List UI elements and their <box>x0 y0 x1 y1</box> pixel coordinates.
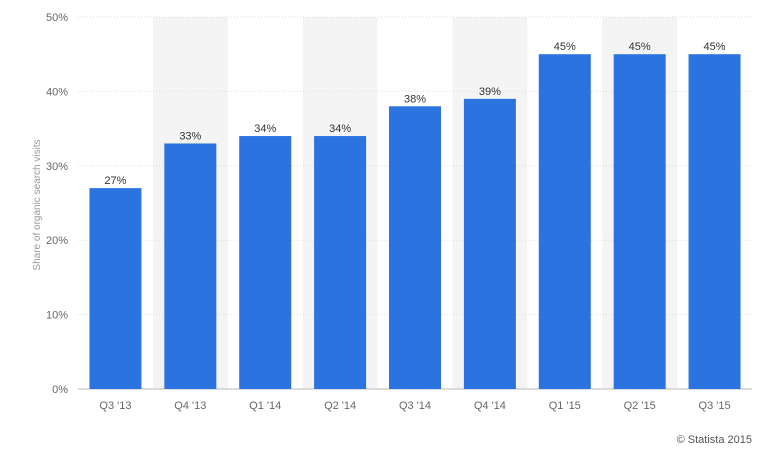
bar-value-label: 34% <box>254 123 276 135</box>
bar-value-label: 38% <box>404 93 426 105</box>
x-tick-label: Q3 '13 <box>99 400 131 412</box>
x-tick-label: Q1 '15 <box>549 400 581 412</box>
bar <box>688 54 741 389</box>
x-tick-label: Q4 '14 <box>474 400 506 412</box>
x-tick-label: Q2 '15 <box>624 400 656 412</box>
x-axis-ticks: Q3 '13 Q4 '13 Q1 '14 Q2 '14 Q3 '14 Q4 '14 Q1 '… <box>99 400 730 412</box>
y-tick-label: 20% <box>46 235 68 247</box>
y-tick-label: 50% <box>46 12 68 24</box>
bar-value-label: 45% <box>704 41 726 53</box>
bar-value-label: 39% <box>479 86 501 98</box>
x-tick-label: Q3 '14 <box>399 400 431 412</box>
y-axis-title: Share of organic search visits <box>32 139 43 270</box>
bar-value-label: 33% <box>179 130 201 142</box>
x-tick-label: Q4 '13 <box>174 400 206 412</box>
bar <box>389 106 441 389</box>
y-tick-label: 0% <box>52 384 68 396</box>
bar-value-label: 45% <box>629 41 651 53</box>
y-axis-ticks: 0% 10% 20% 30% 40% 50% <box>46 12 68 396</box>
statista-credit: © Statista 2015 <box>676 434 752 446</box>
y-tick-label: 30% <box>46 161 68 173</box>
bar <box>164 143 217 389</box>
bar <box>613 54 666 389</box>
bars <box>89 54 741 389</box>
bar <box>314 136 367 389</box>
bar-value-label: 45% <box>554 41 576 53</box>
bar-value-label: 27% <box>104 175 126 187</box>
bar-value-label: 34% <box>329 123 351 135</box>
bar <box>89 188 142 389</box>
x-tick-label: Q1 '14 <box>249 400 281 412</box>
y-tick-label: 40% <box>46 86 68 98</box>
x-tick-label: Q3 '15 <box>699 400 731 412</box>
y-tick-label: 10% <box>46 310 68 322</box>
bar <box>538 54 591 389</box>
data-labels: 27% 33% 34% 34% 38% 39% 45% 45% 45% <box>104 41 725 187</box>
bar <box>239 136 292 389</box>
bar <box>463 98 516 389</box>
x-tick-label: Q2 '14 <box>324 400 356 412</box>
